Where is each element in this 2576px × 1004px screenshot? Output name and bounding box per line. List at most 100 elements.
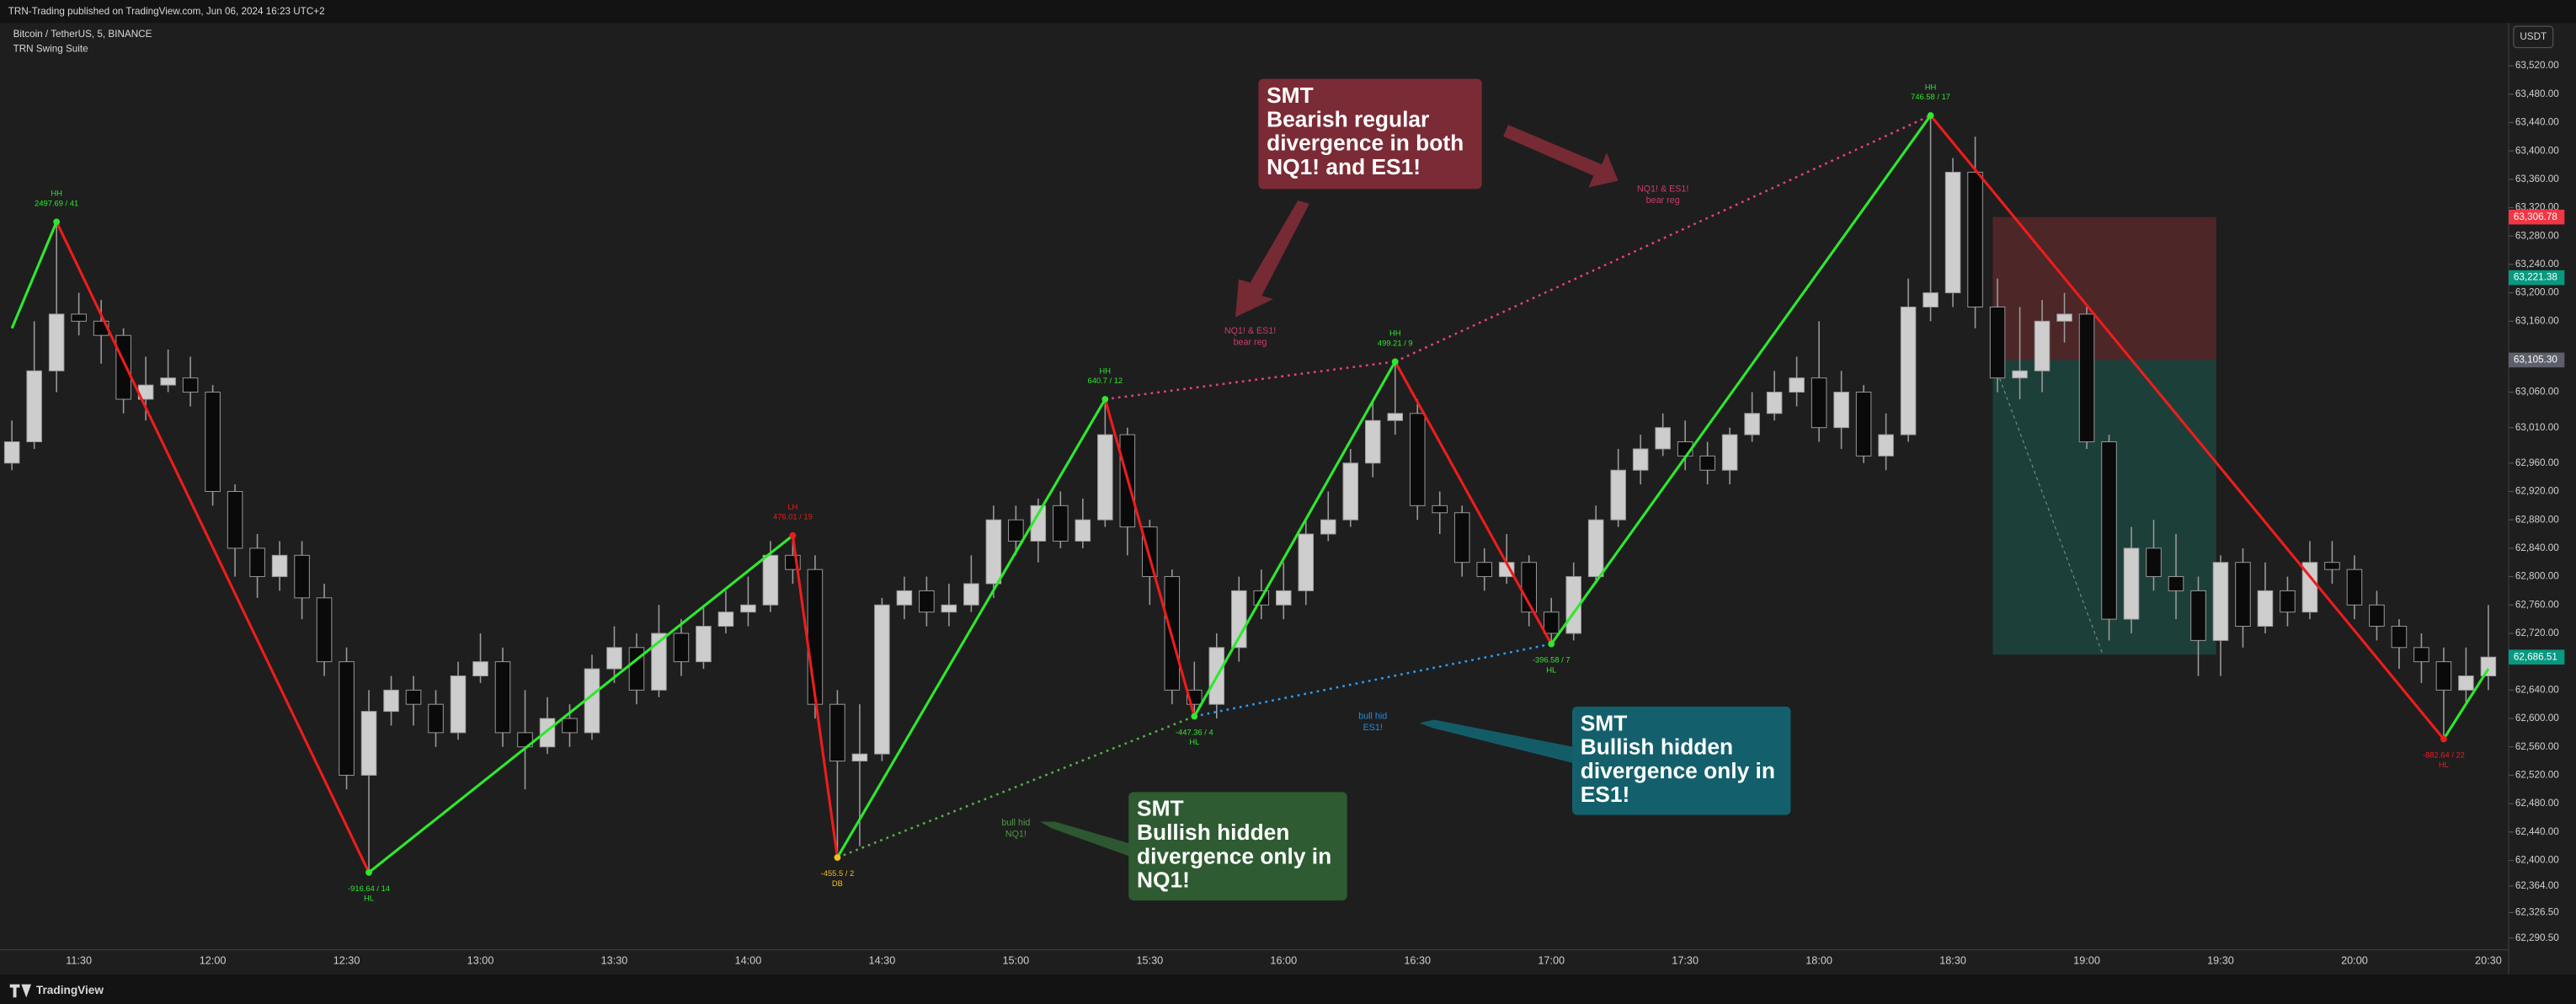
x-tick-label: 14:30 xyxy=(869,955,896,967)
candle-body xyxy=(1855,392,1872,457)
divergence-label: NQ1! & ES1! xyxy=(1224,326,1276,336)
callout-line: Bearish regular xyxy=(1267,106,1429,131)
candle-body xyxy=(1967,171,1983,307)
candle-body xyxy=(851,753,868,762)
y-tick-label: 62,840.00 xyxy=(2515,542,2559,553)
price-label-box xyxy=(2509,352,2565,368)
candle-body xyxy=(1320,519,1336,535)
divergence-label: NQ1! xyxy=(1005,830,1027,840)
y-tick-label: 62,520.00 xyxy=(2515,770,2559,781)
candle-body xyxy=(1610,469,1626,521)
candle-body xyxy=(1008,519,1024,542)
y-tick-label: 63,010.00 xyxy=(2515,422,2559,433)
pivot-type: LH xyxy=(787,503,797,511)
candle-body xyxy=(696,626,712,663)
candle-body xyxy=(1053,505,1069,542)
pivot-dot xyxy=(365,868,372,876)
candle-body xyxy=(1833,392,1849,429)
y-tick-label: 63,160.00 xyxy=(2515,315,2559,326)
divergence-label: bear reg xyxy=(1646,195,1680,206)
x-tick-label: 18:00 xyxy=(1805,955,1832,967)
zigzag-segment xyxy=(10,221,58,329)
candle-body xyxy=(2435,661,2452,691)
candle-body xyxy=(1030,505,1047,542)
indicator: TRN Swing Suite xyxy=(13,44,88,55)
callout-title: SMT xyxy=(1137,796,1184,821)
zigzag-segment xyxy=(1929,115,2445,740)
candle-body xyxy=(1923,292,1939,307)
callout-box xyxy=(1572,706,1791,815)
candle-body xyxy=(2324,562,2340,570)
y-tick-label: 62,920.00 xyxy=(2515,486,2559,497)
y-tick-label: 62,440.00 xyxy=(2515,826,2559,837)
currency-box[interactable] xyxy=(2513,25,2554,49)
candle-body xyxy=(1075,519,1091,542)
callout-line: divergence only in xyxy=(1137,843,1331,868)
x-tick-label: 18:30 xyxy=(1939,955,1966,967)
candle-body xyxy=(1632,448,1649,471)
y-tick-label: 63,240.00 xyxy=(2515,259,2559,270)
candle-body xyxy=(472,661,488,676)
candle-body xyxy=(1944,171,1961,294)
pivot-text: 746.58 / 17 xyxy=(1911,93,1950,101)
pivot-text: -916.64 / 14 xyxy=(348,884,390,893)
y-tick-label: 62,720.00 xyxy=(2515,628,2559,638)
callout-line: Bullish hidden xyxy=(1137,820,1289,845)
price-label-box xyxy=(2509,209,2565,225)
divergence-label: bear reg xyxy=(1234,338,1267,348)
y-tick-label: 62,760.00 xyxy=(2515,599,2559,610)
divergence-label: ES1! xyxy=(1363,723,1383,733)
candle-body xyxy=(539,718,556,748)
pivot-type: HH xyxy=(51,190,62,198)
candle-body xyxy=(1587,519,1604,578)
candle-body xyxy=(26,370,42,443)
x-tick-label: 14:00 xyxy=(735,955,762,967)
divergence-label: bull hid xyxy=(1001,818,1030,828)
candle-body xyxy=(205,392,221,492)
pivot-dot xyxy=(2440,735,2447,743)
y-tick-label: 63,440.00 xyxy=(2515,117,2559,128)
callout-title: SMT xyxy=(1267,83,1314,108)
y-tick-label: 62,480.00 xyxy=(2515,798,2559,809)
brand: TradingView xyxy=(36,984,104,996)
y-tick-label: 62,364.00 xyxy=(2515,880,2559,891)
x-tick-label: 16:00 xyxy=(1270,955,1297,967)
candle-body xyxy=(2212,562,2229,641)
zigzag-segment xyxy=(2442,668,2490,740)
candle-body xyxy=(2480,656,2497,676)
y-tick-label: 63,400.00 xyxy=(2515,145,2559,156)
candle-body xyxy=(807,569,824,705)
y-tick-label: 63,480.00 xyxy=(2515,88,2559,99)
x-tick-label: 17:00 xyxy=(1538,955,1565,967)
callout-arrow xyxy=(1419,719,1577,765)
callout-arrow xyxy=(1235,200,1309,318)
candle-body xyxy=(1453,512,1470,563)
y-tick-label: 63,200.00 xyxy=(2515,287,2559,298)
candle-body xyxy=(1989,307,2006,379)
candle-body xyxy=(2146,547,2162,578)
candle-body xyxy=(450,676,467,734)
pivot-dot xyxy=(1391,358,1399,366)
candle-body xyxy=(2346,569,2363,606)
currency[interactable]: USDT xyxy=(2520,31,2547,42)
zigzag-segment xyxy=(1103,398,1196,717)
y-tick-label: 62,560.00 xyxy=(2515,741,2559,752)
pivot-type: HL xyxy=(1546,665,1556,674)
x-tick-label: 20:30 xyxy=(2475,955,2502,967)
zigzag-segment xyxy=(836,398,1107,858)
pivot-text: -396.58 / 7 xyxy=(1533,656,1571,665)
divergence-label: bull hid xyxy=(1358,711,1387,721)
candle-body xyxy=(1097,434,1113,521)
candle-body xyxy=(227,491,243,549)
candle-body xyxy=(874,604,890,755)
pivot-text: -882.64 / 22 xyxy=(2423,750,2465,759)
y-tick-label: 62,290.50 xyxy=(2515,932,2559,943)
x-tick-label: 15:00 xyxy=(1002,955,1029,967)
zigzag-segment xyxy=(1394,360,1553,645)
pivot-dot xyxy=(53,218,61,226)
callout-line: divergence in both xyxy=(1267,131,1464,156)
pivot-type: DB xyxy=(832,879,843,888)
candle-body xyxy=(1342,462,1359,521)
pivot-type: HH xyxy=(1389,329,1401,338)
candle-body xyxy=(2257,590,2274,628)
